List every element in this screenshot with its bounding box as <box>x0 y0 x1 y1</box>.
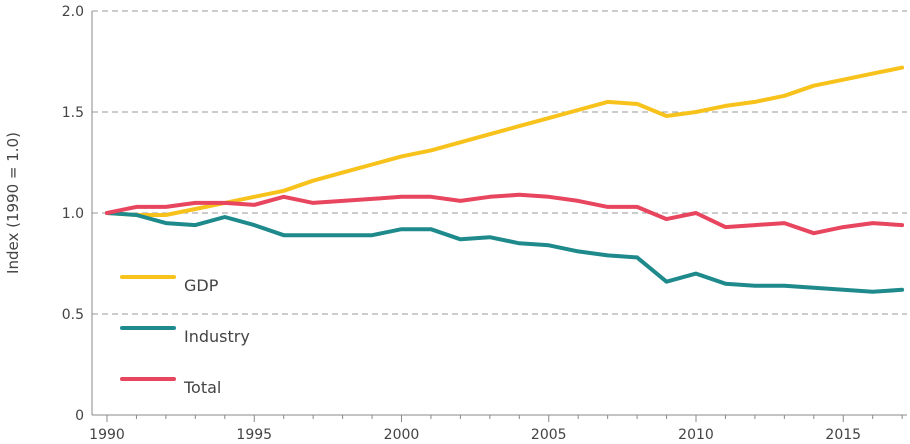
grid <box>92 10 907 315</box>
x-tick-label: 1995 <box>236 427 272 443</box>
legend-label-total: Total <box>183 378 221 397</box>
legend-label-gdp: GDP <box>184 276 219 295</box>
y-tick-label: 1.0 <box>62 206 84 222</box>
y-tick-label: 2.0 <box>62 4 84 20</box>
series-line-gdp <box>105 65 905 217</box>
y-axis-title: Index (1990 = 1.0) <box>4 132 22 274</box>
series-lines <box>105 65 905 294</box>
legend: GDP Industry Total <box>120 275 250 397</box>
y-tick-label: 0 <box>75 408 84 424</box>
series-line-industry <box>105 211 905 294</box>
x-tick-label: 2015 <box>825 427 861 443</box>
legend-label-industry: Industry <box>184 327 250 346</box>
x-tick-label: 1990 <box>89 427 125 443</box>
x-tick-label: 2000 <box>384 427 420 443</box>
y-tick-label: 1.5 <box>62 105 84 121</box>
y-tick-label: 0.5 <box>62 307 84 323</box>
x-tick-label: 2005 <box>531 427 567 443</box>
series-line-total <box>105 192 905 236</box>
axes: 0 0.5 1.0 1.5 2.0 1990 1995 2000 2005 2010 2015 <box>62 4 907 443</box>
x-tick-label: 2010 <box>678 427 714 443</box>
